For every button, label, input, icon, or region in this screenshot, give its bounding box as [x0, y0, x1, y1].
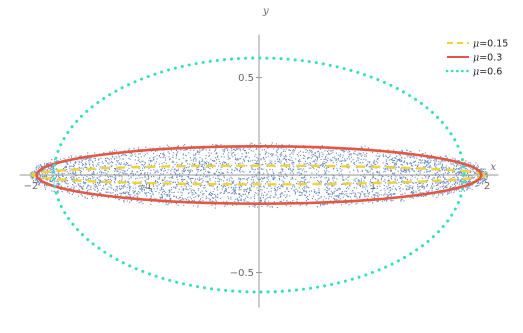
axes: −2 −1 1 2 0.5 −0.5 x y	[19, 6, 499, 308]
x-tick-label: 2	[484, 181, 490, 192]
x-axis-label: x	[490, 162, 496, 173]
legend-separator: =	[479, 39, 487, 50]
legend-value: 0.3	[487, 53, 502, 64]
x-tick-label: 1	[370, 181, 376, 192]
legend-entry: μ=0.3	[473, 53, 502, 64]
legend: μ=0.15μ=0.3μ=0.6	[445, 39, 508, 78]
legend-separator: =	[479, 53, 487, 64]
y-axis-label: y	[262, 6, 269, 17]
legend-entry: μ=0.15	[473, 39, 508, 50]
x-tick-label: −2	[24, 181, 39, 192]
legend-mu-symbol: μ	[473, 67, 479, 78]
legend-value: 0.15	[487, 39, 508, 50]
y-tick-label: 0.5	[238, 73, 254, 84]
x-tick-label: −1	[138, 181, 153, 192]
legend-separator: =	[479, 67, 487, 78]
series-curves	[30, 56, 488, 294]
legend-value: 0.6	[487, 67, 502, 78]
legend-entry: μ=0.6	[473, 67, 502, 78]
series-curve-mu-0-3	[35, 145, 483, 205]
legend-mu-symbol: μ	[473, 39, 479, 50]
series-curve-mu-0-15	[30, 164, 488, 186]
y-tick-label: −0.5	[230, 268, 254, 279]
series-curve-mu-0-6	[52, 56, 466, 294]
legend-mu-symbol: μ	[473, 53, 479, 64]
